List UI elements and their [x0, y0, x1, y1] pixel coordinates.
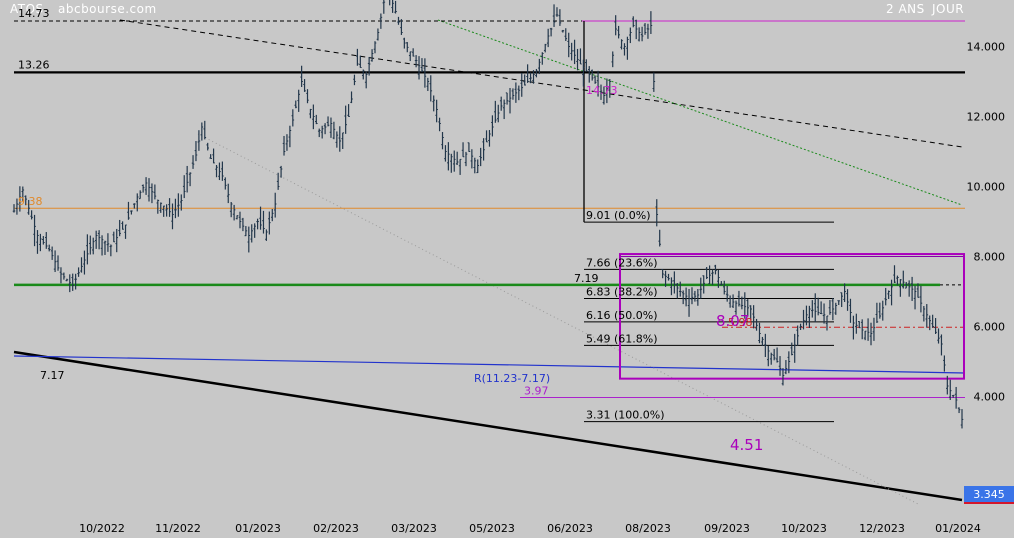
box-bottom-label: 4.51	[730, 436, 763, 454]
level-label-3-97: 3.97	[524, 385, 549, 398]
level-label-7-19: 7.19	[574, 272, 599, 285]
fib-label-5: 3.31 (100.0%)	[586, 409, 665, 422]
x-tick-label: 09/2023	[704, 522, 750, 535]
level-label-14-73: 14.73	[18, 7, 50, 20]
fib-label-0: 9.01 (0.0%)	[586, 209, 651, 222]
price-bars	[12, 0, 964, 429]
magenta-label-14-73: 14.73	[586, 84, 618, 97]
x-tick-label: 03/2023	[391, 522, 437, 535]
last-price-label: 3.345	[973, 488, 1005, 501]
box-top-label: 8.07	[716, 312, 749, 330]
x-tick-label: 08/2023	[625, 522, 671, 535]
y-tick-label: 6.000	[974, 321, 1006, 334]
level-label-13-26: 13.26	[18, 58, 50, 71]
level-label-9-38: 9.38	[18, 195, 43, 208]
source-label: abcbourse.com	[58, 2, 157, 16]
support-trendline	[13, 350, 963, 502]
x-tick-label: 12/2023	[859, 522, 905, 535]
x-tick-label: 10/2022	[79, 522, 125, 535]
y-tick-label: 12.000	[967, 111, 1006, 124]
period-label: 2 ANS	[886, 2, 925, 16]
x-tick-label: 01/2023	[235, 522, 281, 535]
x-tick-label: 02/2023	[313, 522, 359, 535]
y-tick-label: 8.000	[974, 251, 1006, 264]
y-tick-label: 10.000	[967, 181, 1006, 194]
ticker-label: ATOS	[10, 2, 44, 16]
fib-label-2: 6.83 (38.2%)	[586, 285, 658, 298]
gray-dotted-channel	[197, 133, 921, 506]
regression-label: R(11.23-7.17)	[474, 372, 550, 385]
y-tick-label: 14.000	[967, 41, 1006, 54]
level-label-5-98: 5.98	[728, 316, 753, 329]
interval-label: JOUR	[932, 2, 965, 16]
regression-line	[13, 355, 966, 374]
last-price-badge	[964, 486, 1014, 502]
x-tick-label: 05/2023	[469, 522, 515, 535]
green-dotted-trendline	[437, 19, 963, 206]
x-tick-label: 10/2023	[781, 522, 827, 535]
low-label-7-17: 7.17	[40, 369, 65, 382]
fib-label-3: 6.16 (50.0%)	[586, 309, 658, 322]
y-tick-label: 4.000	[974, 391, 1006, 404]
consolidation-box	[619, 253, 965, 380]
resistance-trendline	[119, 19, 963, 148]
x-tick-label: 11/2022	[155, 522, 201, 535]
fib-label-4: 5.49 (61.8%)	[586, 332, 658, 345]
x-tick-label: 01/2024	[935, 522, 981, 535]
x-tick-label: 06/2023	[547, 522, 593, 535]
fib-label-1: 7.66 (23.6%)	[586, 256, 658, 269]
